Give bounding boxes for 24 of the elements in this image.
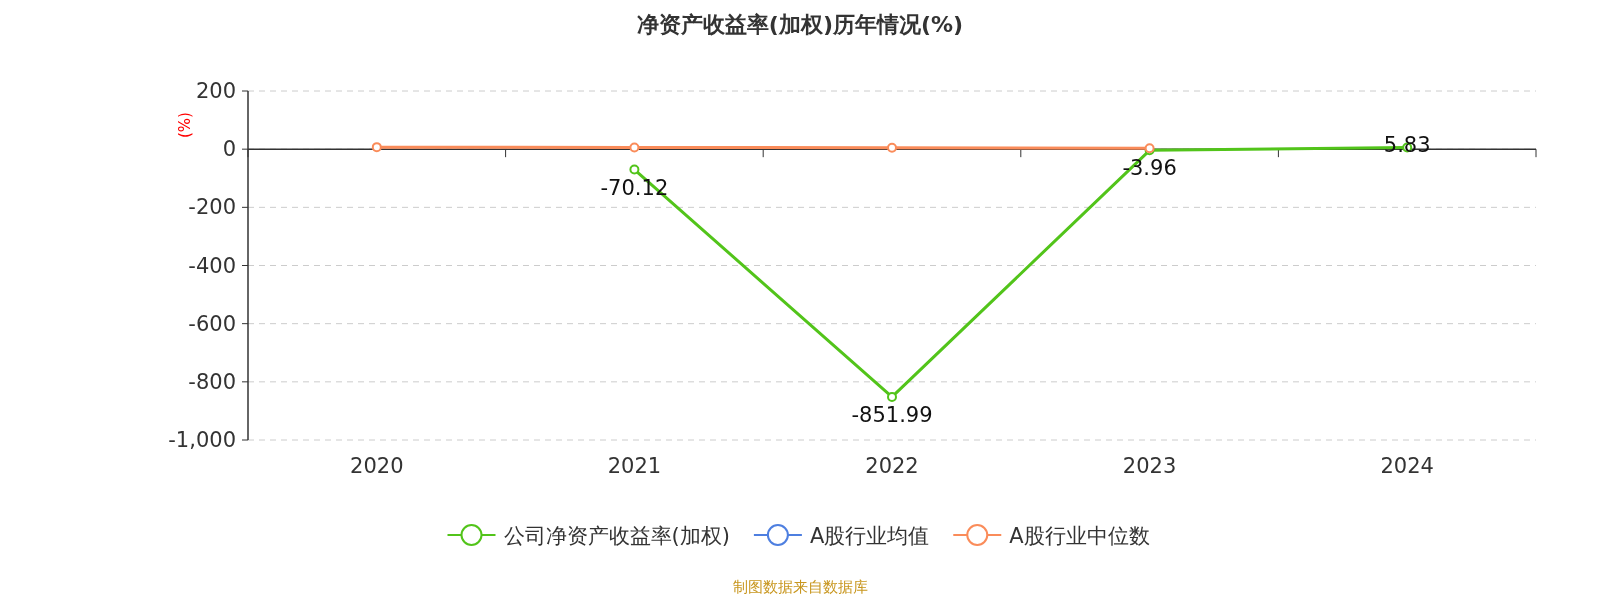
x-tick-label: 2023 <box>1122 454 1177 478</box>
point <box>371 142 382 153</box>
point <box>887 391 897 402</box>
x-tick-label: 2024 <box>1380 454 1434 478</box>
legend-label: 公司净资产收益率(加权) <box>503 524 730 548</box>
x-tick-label: 2021 <box>607 454 662 478</box>
y-tick-label: -400 <box>188 253 236 278</box>
x-tick-label: 2020 <box>350 454 404 478</box>
legend-label: A股行业中位数 <box>1009 524 1150 548</box>
point <box>887 142 897 153</box>
point <box>629 164 640 175</box>
text: 制图数据来自数据库 <box>732 578 868 596</box>
y-axis-title: (%) <box>176 112 194 138</box>
chart-title: 净资产收益率(加权)历年情况(%) <box>636 12 964 37</box>
data-label: -851.99 <box>851 402 933 427</box>
y-tick-label: -200 <box>188 195 236 220</box>
y-tick-label: -600 <box>188 311 236 336</box>
y-tick-label: -800 <box>188 369 236 394</box>
y-tick-label: -1,000 <box>168 428 236 452</box>
point <box>629 142 640 153</box>
x-tick-label: 2022 <box>865 454 919 478</box>
legend-label: A股行业均值 <box>809 524 930 548</box>
y-tick-label: 200 <box>195 79 236 103</box>
y-tick-label: 0 <box>222 137 236 162</box>
